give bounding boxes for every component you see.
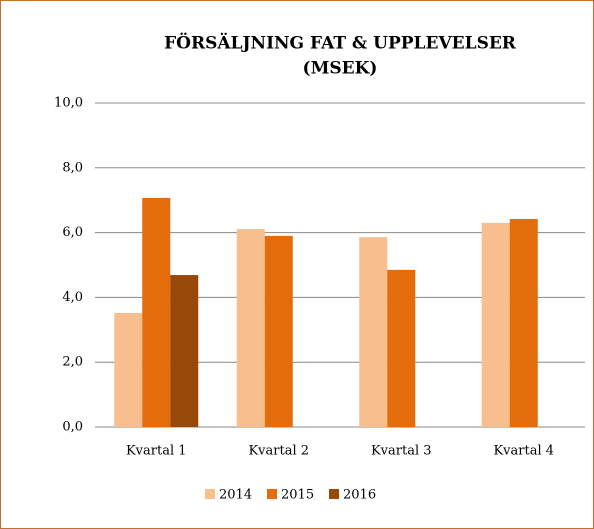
bar: [142, 197, 171, 427]
y-tick-label: 2,0: [62, 355, 83, 370]
bar: [387, 269, 416, 427]
y-tick-label: 8,0: [62, 160, 83, 175]
x-tick-label: Kvartal 2: [248, 444, 309, 459]
bar: [170, 275, 199, 427]
y-tick-label: 0,0: [62, 420, 83, 435]
legend-swatch: [267, 489, 277, 499]
bar: [236, 229, 265, 427]
chart-title: FÖRSÄLJNING FAT & UPPLEVELSER: [164, 33, 517, 54]
legend-swatch: [205, 489, 215, 499]
bar: [509, 218, 538, 427]
x-tick-label: Kvartal 4: [493, 444, 554, 459]
bar: [481, 222, 510, 427]
bar: [114, 312, 143, 427]
x-tick-label: Kvartal 3: [371, 444, 432, 459]
bar: [359, 237, 388, 427]
legend-label: 2015: [281, 488, 314, 503]
legend-label: 2014: [219, 488, 252, 503]
legend-swatch: [329, 489, 339, 499]
bar: [264, 235, 293, 427]
legend-label: 2016: [343, 488, 376, 503]
chart-title: (MSEK): [303, 59, 378, 79]
x-tick-label: Kvartal 1: [126, 444, 187, 459]
y-tick-label: 4,0: [62, 290, 83, 305]
y-tick-label: 10,0: [54, 96, 83, 111]
y-tick-label: 6,0: [62, 225, 83, 240]
